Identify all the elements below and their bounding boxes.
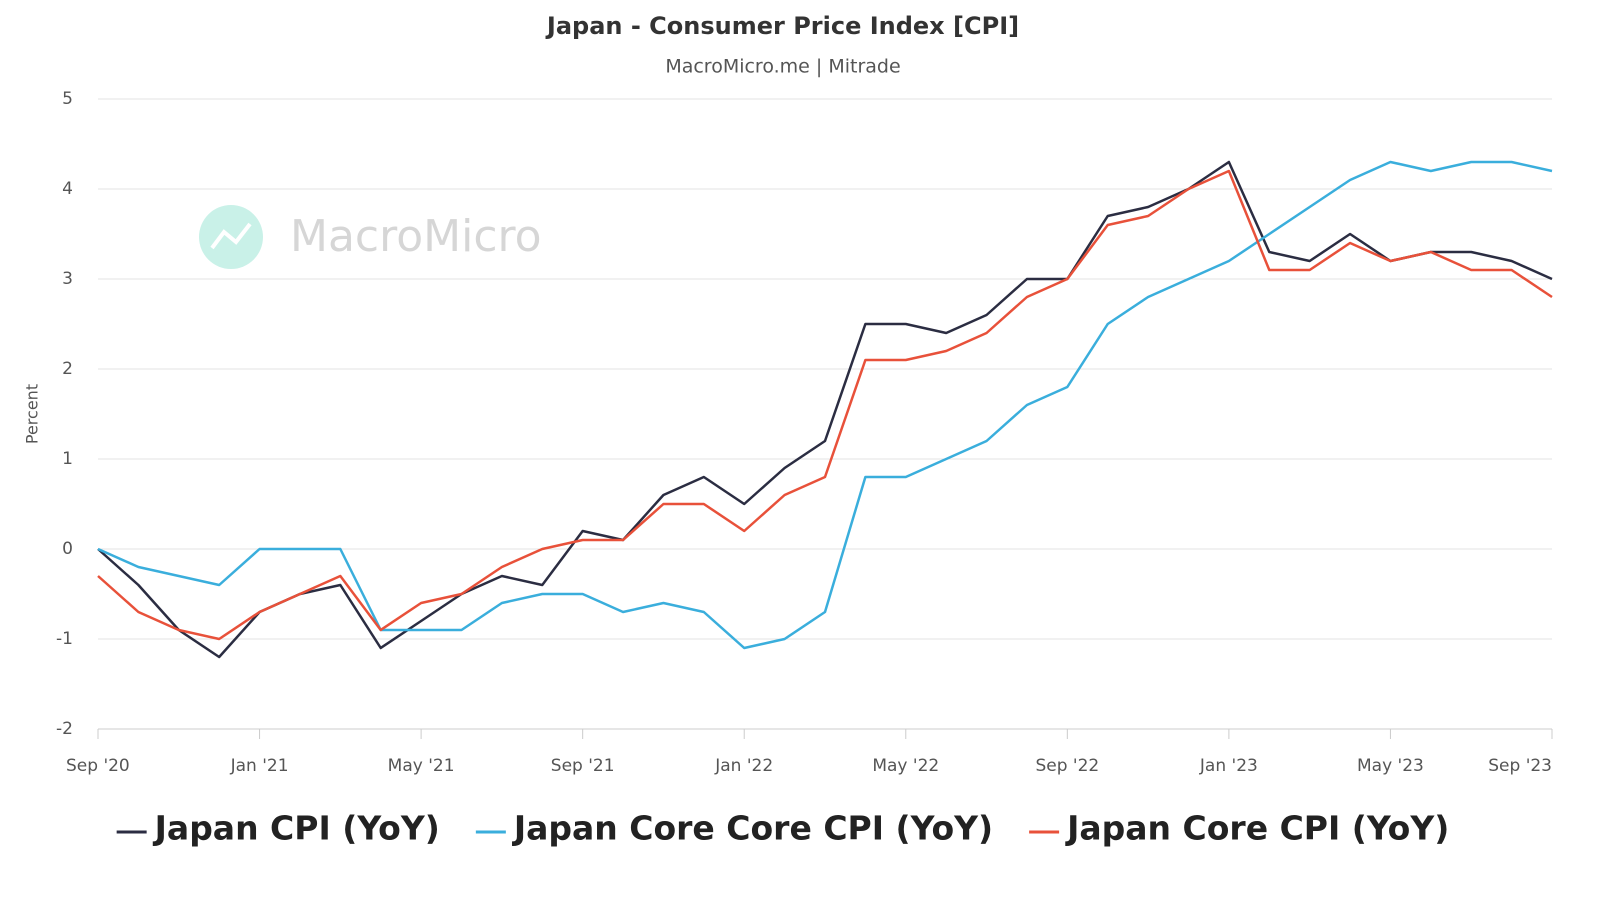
x-tick-label: Jan '23 xyxy=(1199,756,1258,776)
y-axis-label: Percent xyxy=(23,384,42,444)
series-line xyxy=(97,160,1553,659)
watermark-logo xyxy=(199,205,263,269)
x-tick-label: Jan '21 xyxy=(230,756,289,776)
y-tick-label: 4 xyxy=(62,179,73,199)
y-tick-label: 1 xyxy=(62,449,73,469)
y-tick-label: 3 xyxy=(62,269,73,289)
x-tick-label: May '23 xyxy=(1357,756,1424,776)
y-tick-label: 2 xyxy=(62,359,73,379)
x-tick-label: Jan '22 xyxy=(714,756,773,776)
x-tick-label: Sep '23 xyxy=(1488,756,1552,776)
y-tick-label: 0 xyxy=(62,539,73,559)
chart-subtitle: MacroMicro.me | Mitrade xyxy=(665,56,900,78)
y-tick-label: -2 xyxy=(56,719,73,739)
legend-label: Japan Core CPI (YoY) xyxy=(1065,809,1449,848)
series-line xyxy=(97,160,1553,650)
x-tick-label: May '22 xyxy=(872,756,939,776)
x-tick-label: Sep '20 xyxy=(66,756,130,776)
x-tick-label: Sep '22 xyxy=(1035,756,1099,776)
watermark: MacroMicro xyxy=(290,211,542,262)
x-tick-label: May '21 xyxy=(388,756,455,776)
y-tick-label: 5 xyxy=(62,89,73,109)
legend-label: Japan Core Core CPI (YoY) xyxy=(512,809,993,848)
legend-label: Japan CPI (YoY) xyxy=(153,809,440,848)
series-line xyxy=(97,169,1553,641)
y-tick-label: -1 xyxy=(56,629,73,649)
x-tick-label: Sep '21 xyxy=(551,756,615,776)
chart-title: Japan - Consumer Price Index [CPI] xyxy=(545,12,1019,40)
